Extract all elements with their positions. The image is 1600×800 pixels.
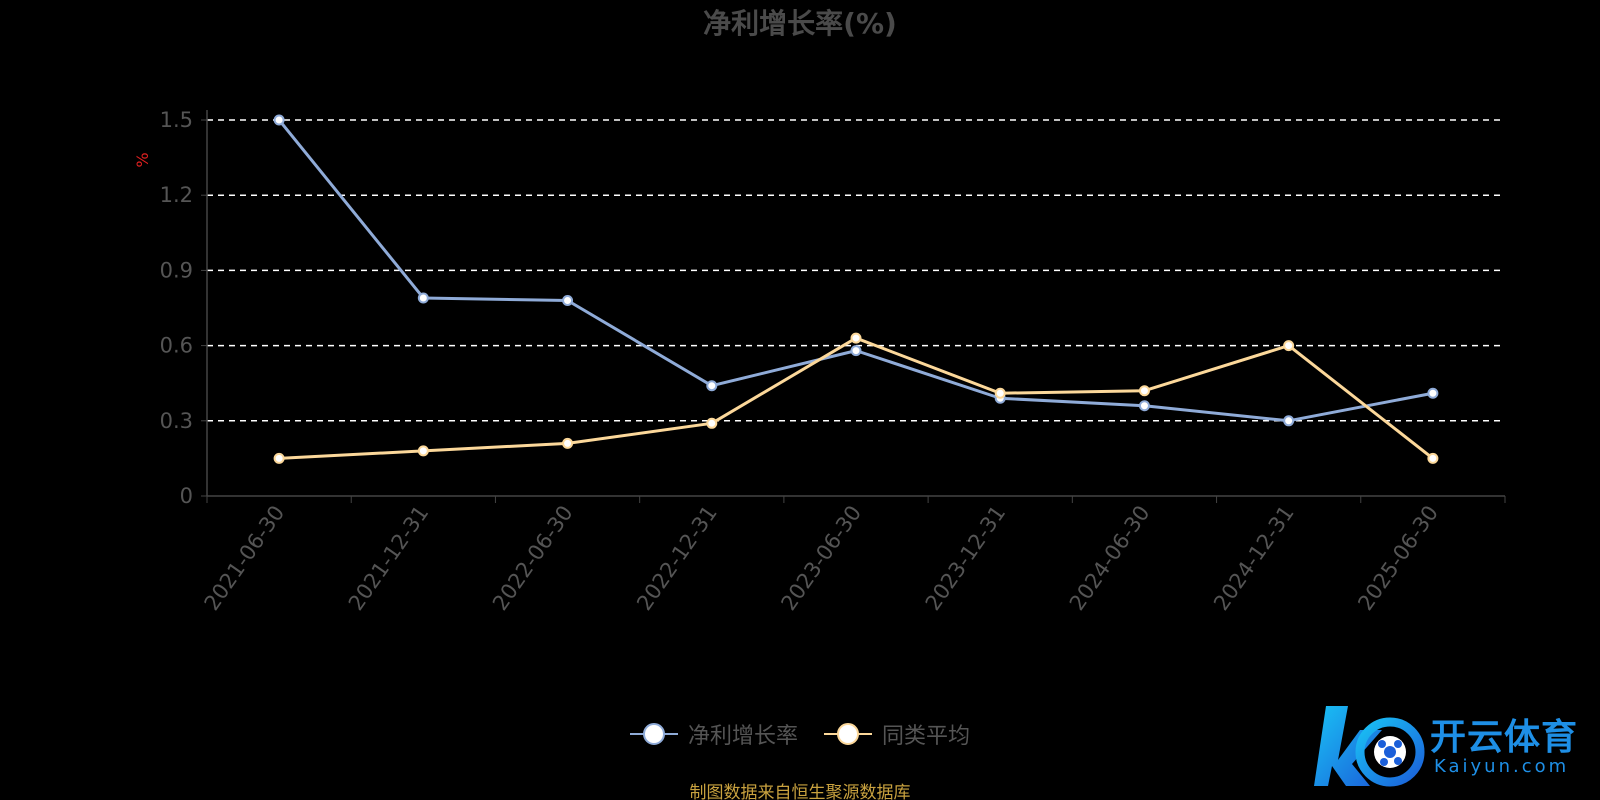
legend-swatch-0 [629, 723, 678, 745]
data-point-1 [1427, 452, 1439, 464]
data-point-0 [1427, 387, 1439, 399]
y-tick-label: 1.5 [160, 108, 193, 132]
y-tick-label: 0.9 [160, 258, 193, 282]
data-point-1 [706, 417, 718, 429]
watermark-site: Kaiyun.com [1434, 756, 1570, 777]
x-tick-label: 2023-12-31 [921, 501, 1011, 615]
data-point-0 [417, 292, 429, 304]
data-point-1 [1283, 340, 1295, 352]
x-tick-label: 2025-06-30 [1353, 501, 1443, 615]
x-tick-label: 2021-06-30 [200, 501, 290, 615]
data-point-0 [562, 294, 574, 306]
data-point-1 [417, 445, 429, 457]
data-point-0 [850, 345, 862, 357]
brand-logo-icon [1314, 706, 1425, 787]
data-point-0 [1138, 400, 1150, 412]
legend-item-series-0[interactable]: 净利增长率 [629, 718, 798, 750]
data-point-1 [562, 437, 574, 449]
x-tick-label: 2022-12-31 [632, 501, 722, 615]
data-point-0 [706, 380, 718, 392]
data-point-1 [994, 387, 1006, 399]
legend: 净利增长率 同类平均 [0, 718, 1600, 750]
legend-label-0: 净利增长率 [687, 724, 798, 749]
y-tick-label: 0.6 [160, 334, 193, 358]
data-point-1 [273, 452, 285, 464]
y-tick-label: 1.2 [160, 183, 193, 207]
x-tick-label: 2024-12-31 [1209, 501, 1299, 615]
y-axis-label: % [133, 152, 152, 167]
y-tick-label: 0.3 [160, 409, 193, 433]
y-tick-label: 0 [180, 484, 193, 508]
chart-title: 净利增长率(%) [703, 7, 897, 40]
watermark-brand: 开云体育 [1430, 717, 1579, 758]
axes: 0 0.3 0.6 0.9 1.2 1.5 2021-06-30 2021-12-31 2022… [160, 108, 1506, 615]
source-note: 制图数据来自恒生聚源数据库 [689, 783, 911, 800]
watermark-logo: 开云体育 Kaiyun.com [1312, 700, 1592, 790]
legend-item-series-1[interactable]: 同类平均 [824, 718, 970, 750]
data-point-1 [1138, 385, 1150, 397]
data-point-0 [273, 114, 285, 126]
legend-label-1: 同类平均 [882, 724, 971, 749]
x-tick-label: 2023-06-30 [776, 501, 866, 615]
x-tick-label: 2021-12-31 [344, 501, 434, 615]
x-tick-label: 2024-06-30 [1065, 501, 1155, 615]
data-point-0 [1283, 415, 1295, 427]
series [273, 114, 1439, 464]
series-line-1 [279, 336, 1434, 460]
data-point-1 [850, 332, 862, 344]
legend-swatch-1 [824, 723, 872, 745]
x-tick-label: 2022-06-30 [488, 501, 578, 615]
